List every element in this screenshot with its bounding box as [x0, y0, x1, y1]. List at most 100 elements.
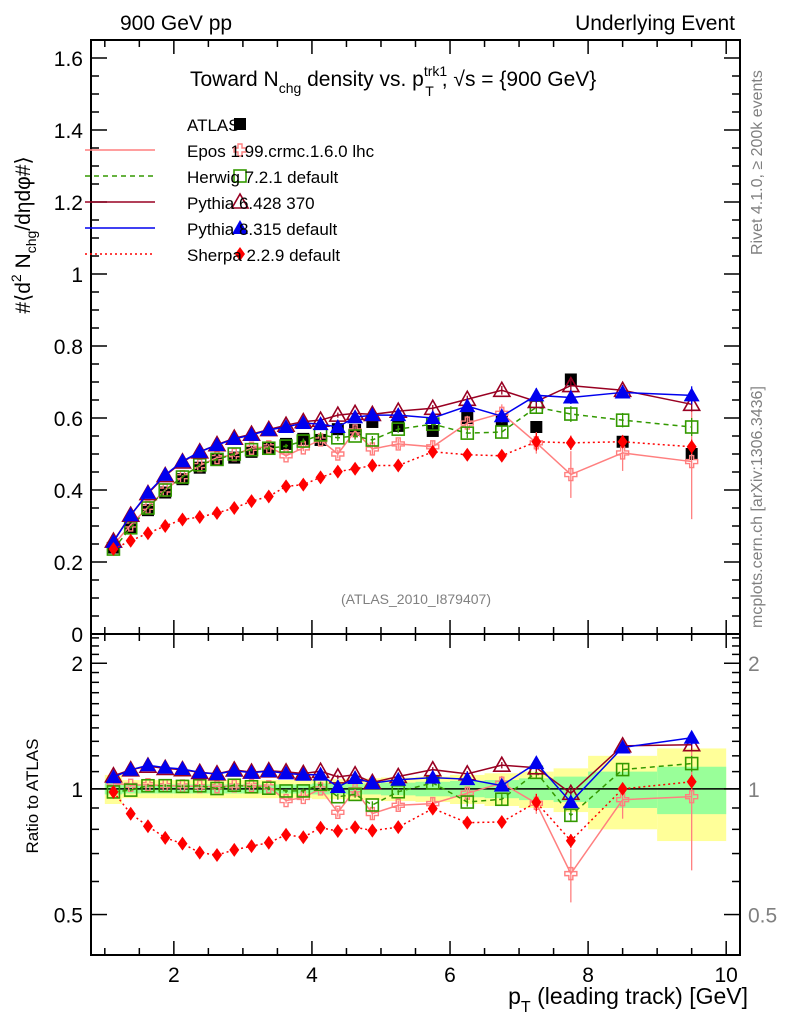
ratio-point-sherpa [617, 781, 628, 796]
ratio-point-pythia8 [278, 765, 295, 780]
ratio-point-sherpa [177, 836, 188, 851]
ylabel-sup: 2 [8, 274, 24, 282]
ratio-panel: 2 4 6 8 10 0.5 0.5 1 1 2 2 [54, 633, 777, 987]
ratio-point-sherpa [298, 830, 309, 845]
data-point-sherpa [315, 470, 326, 485]
data-point-sherpa [367, 458, 378, 473]
ratio-point-herwig [615, 762, 630, 777]
data-point-herwig [564, 407, 578, 421]
top-right-label: Underlying Event [575, 12, 735, 35]
ratio-point-herwig [227, 778, 242, 793]
data-point-sherpa [177, 512, 188, 527]
rivet-version-label: Rivet 4.1.0, ≥ 200k events [749, 70, 766, 255]
ratio-point-herwig [158, 778, 173, 793]
ratio-point-sherpa [393, 820, 404, 835]
legend-label-atlas: ATLAS [187, 116, 240, 135]
data-point-herwig [279, 439, 293, 453]
data-point-herwig [615, 413, 630, 427]
ratio-point-pythia8 [329, 778, 346, 793]
data-point-pythia8 [683, 387, 700, 402]
data-point-herwig [210, 452, 224, 467]
ratio-point-herwig [365, 798, 380, 812]
data-point-herwig [365, 433, 380, 447]
data-point-epos [365, 442, 380, 456]
data-point-epos [391, 437, 405, 451]
ratio-point-herwig [564, 808, 578, 823]
data-point-epos [615, 446, 630, 460]
ratio-point-sherpa [194, 845, 205, 860]
y-tick-label: 0.2 [54, 552, 83, 575]
legend-label-sherpa: Sherpa 2.2.9 default [187, 246, 340, 265]
data-point-sherpa [125, 533, 136, 548]
title-sub: T [425, 83, 434, 99]
data-point-atlas [176, 473, 189, 486]
data-point-pythia8 [139, 484, 156, 499]
x-tick-label: 10 [715, 964, 738, 987]
legend-label-epos: Epos 1.99.crmc.1.6.0 lhc [187, 142, 375, 161]
legend-marker-atlas [234, 118, 246, 130]
title-sup: trk1 [424, 63, 448, 79]
data-point-sherpa [427, 444, 438, 459]
data-point-pythia8 [295, 415, 312, 430]
data-point-herwig [192, 457, 207, 472]
data-point-sherpa [142, 526, 153, 541]
title-part: density vs. p [301, 68, 424, 91]
ratio-point-pythia8 [157, 759, 174, 774]
ratio-point-herwig [210, 781, 224, 796]
data-point-epos [331, 447, 345, 461]
data-point-sherpa [686, 439, 697, 454]
ratio-point-sherpa [160, 830, 171, 845]
ratio-point-pythia8 [683, 729, 700, 744]
data-point-sherpa [531, 434, 542, 449]
ratio-point-sherpa [263, 835, 274, 850]
series-line-epos [112, 412, 692, 546]
ratio-point-pythia8 [139, 757, 156, 772]
data-point-pythia8 [209, 437, 226, 451]
data-point-sherpa [160, 519, 171, 533]
ratio-point-pythia8 [105, 769, 122, 784]
chart-title: Toward Nchg density vs. ptrk1 T , √s = {90… [190, 63, 596, 99]
data-point-sherpa [393, 458, 404, 473]
ratio-point-herwig [391, 784, 406, 799]
y-tick-label: 0.4 [54, 480, 84, 503]
ratio-point-herwig [348, 787, 362, 802]
ratio-point-epos [331, 805, 345, 820]
ratio-point-herwig [141, 778, 155, 793]
ratio-point-pythia6 [492, 755, 512, 772]
y-tick-label: 1.4 [54, 120, 84, 143]
data-point-sherpa [108, 542, 119, 557]
ratio-point-pythia8 [364, 775, 381, 790]
legend-marker-epos [233, 143, 247, 157]
data-point-pythia8 [278, 419, 295, 433]
ratio-point-herwig [296, 784, 311, 798]
title-sub: chg [279, 80, 302, 96]
data-point-pythia8 [260, 421, 277, 436]
series-line-sherpa [113, 441, 692, 550]
data-point-herwig [141, 501, 155, 515]
data-point-herwig [158, 483, 173, 497]
legend-marker-sherpa [235, 247, 245, 261]
data-point-herwig [261, 441, 276, 456]
ratio-point-pythia8 [459, 771, 476, 786]
ratio-point-sherpa [315, 820, 326, 835]
ratio-point-sherpa [496, 814, 507, 829]
ratio-point-pythia8 [191, 764, 208, 779]
data-point-epos [564, 467, 578, 482]
ratio-point-epos [615, 793, 630, 807]
data-point-pythia8 [226, 430, 243, 445]
mcplots-label: mcplots.cern.ch [arXiv:1306.3436] [749, 386, 766, 628]
data-point-herwig [296, 434, 311, 448]
ratio-point-sherpa [142, 819, 153, 834]
analysis-label: (ATLAS_2010_I879407) [341, 591, 491, 607]
data-point-atlas [141, 504, 154, 517]
data-point-epos [684, 454, 699, 469]
ratio-y-tick-label-right: 2 [748, 653, 760, 676]
ratio-point-sherpa [246, 839, 257, 854]
ratio-point-sherpa [108, 784, 119, 799]
x-tick-label: 8 [582, 964, 594, 987]
ratio-point-sherpa [531, 795, 542, 810]
data-point-sherpa [350, 461, 361, 476]
y-tick-label: 1.6 [54, 48, 83, 71]
ratio-point-herwig [244, 779, 259, 794]
ratio-point-sherpa [229, 842, 240, 857]
